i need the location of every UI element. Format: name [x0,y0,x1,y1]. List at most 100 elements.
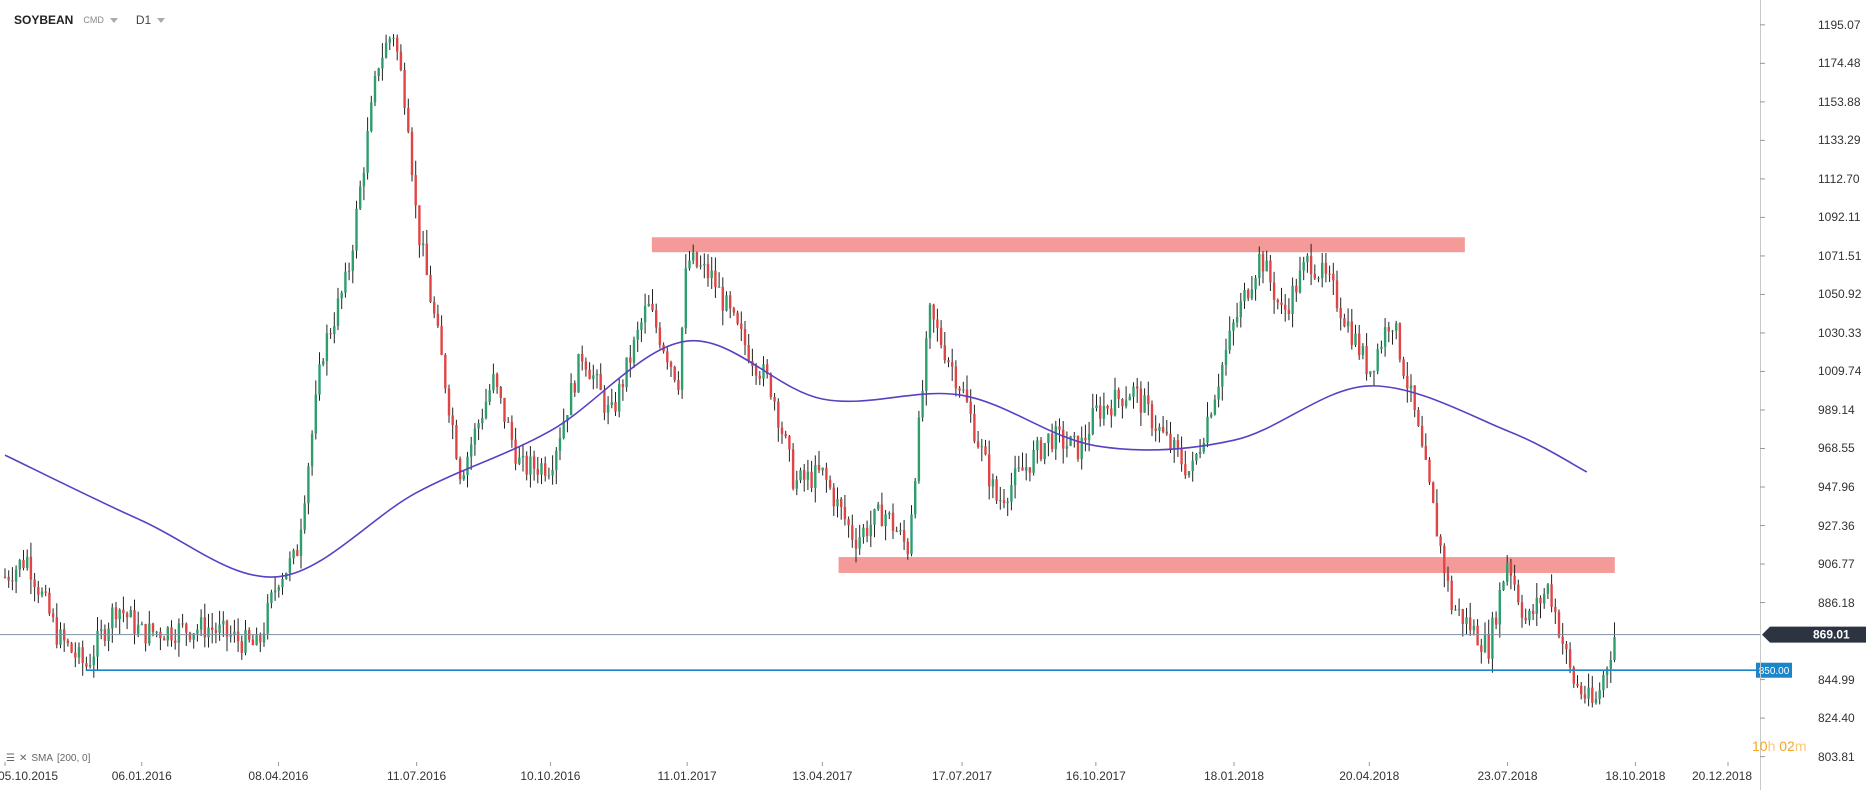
candle-down [251,639,255,646]
candle-up [521,455,525,458]
x-tick-label: 05.10.2015 [0,769,59,783]
candle-down [440,325,443,355]
candle-down [37,587,40,595]
candle-countdown: 10h 02m [1752,738,1807,754]
candle-down [433,301,436,314]
candle-down [48,592,51,614]
candle-down [1539,597,1542,604]
candle-up [1206,416,1209,443]
candle-down [1339,308,1342,319]
symbol-label[interactable]: SOYBEAN [14,13,74,27]
candle-up [566,415,569,422]
candle-up [595,373,599,376]
candle-down [803,470,806,480]
candle-down [396,37,399,52]
candle-down [954,366,958,389]
close-icon[interactable]: ✕ [18,753,28,764]
candle-up [1025,467,1028,471]
candle-down [651,303,654,311]
candle-down [976,441,980,448]
candle-up [1243,289,1246,302]
candle-up [470,444,473,457]
candle-up [333,326,336,335]
candle-up [318,364,321,395]
candle-up [1047,433,1050,444]
candle-down [1398,323,1402,360]
candle-down [144,624,147,644]
candle-down [673,366,676,381]
candle-up [1198,451,1202,454]
candle-up [1017,467,1020,469]
candle-down [1050,433,1054,450]
candle-up [577,354,580,393]
candle-up [1095,405,1098,409]
candle-up [1173,440,1176,449]
x-tick-label: 18.10.2018 [1605,769,1666,783]
indicator-settings-icon[interactable]: ☰ [6,753,15,764]
candle-up [884,514,887,527]
candle-down [573,383,576,393]
candle-up [347,270,351,272]
candle-down [329,333,332,335]
candle-down [677,380,680,390]
timer-minutes-unit: m [1794,738,1807,754]
candle-up [547,475,551,477]
timeframe-dropdown[interactable]: D1 [136,13,166,27]
candle-down [1517,584,1520,603]
candle-up [388,38,391,43]
indicator-legend[interactable]: ☰ ✕ SMA [200, 0] [6,753,90,764]
candle-up [610,402,613,405]
candle-down [732,308,736,313]
candle-down [773,397,776,402]
candle-down [1487,634,1490,659]
candle-up [1321,262,1324,279]
candle-up [1191,460,1194,472]
candle-down [418,205,421,246]
y-tick-label: 1174.48 [1818,56,1861,71]
candle-up [1376,349,1379,372]
candle-up [836,498,839,507]
candle-down [1406,376,1409,389]
candle-down [1387,327,1390,332]
candle-down [181,623,184,625]
candle-down [1557,611,1561,637]
candle-down [880,504,884,527]
candle-down [133,610,136,634]
source-dropdown[interactable]: CMD [83,15,118,25]
candle-down [603,389,606,413]
indicator-params: [200, 0] [57,753,91,764]
x-tick-label: 11.01.2017 [657,769,717,783]
candle-up [991,479,995,487]
candle-up [1306,255,1309,263]
candle-down [1469,617,1472,631]
candle-down [1524,617,1527,621]
candle-up [492,373,495,391]
candle-down [721,286,724,311]
candle-up [18,560,21,570]
x-tick-label: 10.10.2016 [520,769,581,783]
y-tick-label: 886.18 [1818,595,1855,610]
candle-down [507,421,510,423]
candle-down [1324,262,1328,274]
candle-up [877,504,880,510]
candle-down [1520,602,1524,618]
candle-down [7,576,10,581]
y-tick-label: 1050.92 [1818,287,1862,302]
candle-up [1502,581,1505,590]
candle-down [743,329,747,345]
candle-up [899,530,902,532]
axes [4,0,1765,790]
candle-down [122,609,125,614]
candle-up [177,623,181,643]
candle-down [3,576,7,578]
candle-down [1147,395,1150,405]
candle-up [921,390,924,418]
candle-up [1587,687,1590,699]
candle-down [706,264,710,279]
candle-down [777,401,780,428]
candle-up [288,558,292,573]
candle-down [544,463,547,476]
candle-down [988,454,991,487]
candle-up [999,500,1002,502]
